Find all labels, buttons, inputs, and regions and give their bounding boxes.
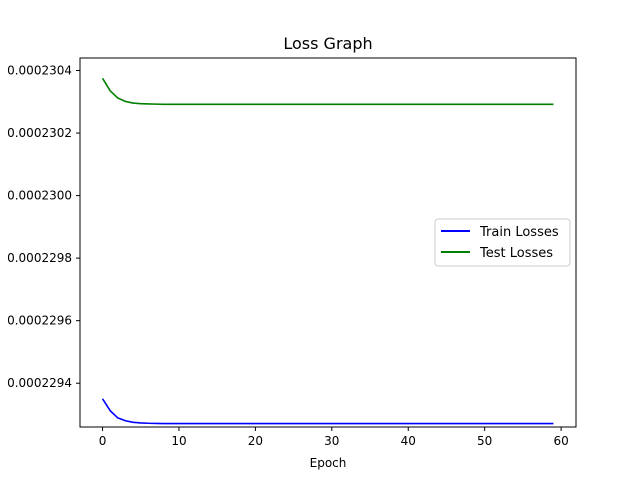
series-line-test-losses — [101, 77, 554, 106]
x-tick-label: 30 — [324, 434, 339, 448]
x-axis-ticks: 0 10 20 30 40 50 60 — [99, 427, 569, 448]
y-axis-ticks: 0.0002294 0.0002296 0.0002298 0.0002300 0.00… — [7, 64, 80, 390]
y-tick-label: 0.0002302 — [7, 126, 72, 140]
x-tick-label: 20 — [248, 434, 263, 448]
series-line-train-losses — [101, 398, 554, 425]
y-tick-label: 0.0002296 — [7, 314, 72, 328]
x-tick-label: 10 — [171, 434, 186, 448]
x-tick-label: 0 — [99, 434, 107, 448]
series-lines — [101, 77, 554, 425]
legend-label-test-losses: Test Losses — [479, 246, 553, 261]
y-tick-label: 0.0002298 — [7, 251, 72, 265]
axes-frame — [79, 57, 577, 428]
x-tick-label: 40 — [401, 434, 416, 448]
legend-label-train-losses: Train Losses — [479, 225, 559, 240]
y-tick-label: 0.0002300 — [7, 189, 72, 203]
plot-area — [79, 57, 577, 428]
x-tick-label: 60 — [553, 434, 568, 448]
chart-title: Loss Graph — [283, 34, 372, 53]
x-axis-label: Epoch — [310, 456, 347, 470]
y-tick-label: 0.0002304 — [7, 64, 72, 78]
y-tick-label: 0.0002294 — [7, 376, 72, 390]
legend: Train Losses Test Losses — [434, 218, 571, 267]
x-tick-label: 50 — [477, 434, 492, 448]
